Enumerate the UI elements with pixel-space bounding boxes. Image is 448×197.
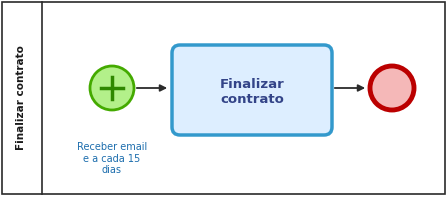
Text: Finalizar
contrato: Finalizar contrato [220, 78, 284, 106]
Text: Finalizar contrato: Finalizar contrato [16, 46, 26, 151]
FancyBboxPatch shape [172, 45, 332, 135]
Text: Receber email
e a cada 15
dias: Receber email e a cada 15 dias [77, 142, 147, 175]
Circle shape [90, 66, 134, 110]
Circle shape [370, 66, 414, 110]
